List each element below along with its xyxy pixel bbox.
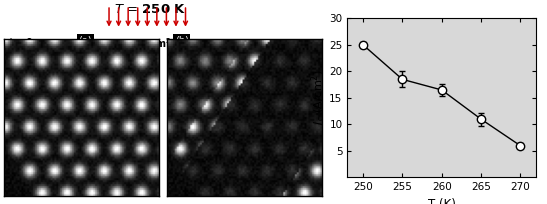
- Y-axis label: $J_{\rm c}$ (A/cm$^2$): $J_{\rm c}$ (A/cm$^2$): [309, 70, 328, 126]
- Text: $\mathit{T}$ = $\mathbf{250}$ $\mathbf{K}$: $\mathit{T}$ = $\mathbf{250}$ $\mathbf{K…: [114, 3, 186, 16]
- Text: $\mathit{J}$ = $\mathbf{0}$: $\mathit{J}$ = $\mathbf{0}$: [7, 36, 34, 50]
- Text: (a): (a): [78, 36, 92, 46]
- Text: (b): (b): [175, 36, 189, 46]
- X-axis label: T (K): T (K): [428, 198, 456, 204]
- Text: 100 nm: 100 nm: [124, 166, 159, 175]
- Text: $\mathit{J}$ = $\mathbf{26}$ $\mathbf{A/cm^2}$: $\mathit{J}$ = $\mathbf{26}$ $\mathbf{A/…: [103, 36, 172, 51]
